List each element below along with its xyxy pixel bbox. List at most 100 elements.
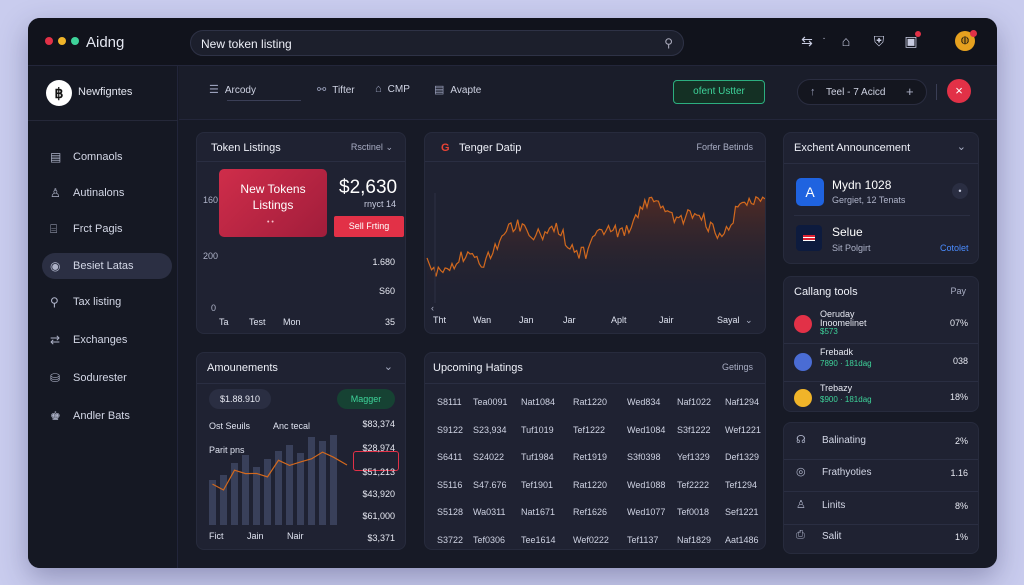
sidebar-item[interactable]: ▤ Comnaols [42,144,172,170]
upcoming-title: Upcoming Hatings [433,362,523,374]
row-divider [784,343,978,344]
announcement-title[interactable]: Selue [832,225,863,239]
tool-percent: 038 [952,356,968,366]
tool-name[interactable]: Frebadk [820,347,854,357]
sidebar-divider [28,120,178,121]
exchange-logo-icon: A [796,178,824,206]
magger-button[interactable]: Magger [337,389,395,409]
amount-label: Parit pns [209,445,245,455]
grid-cell[interactable]: S3722 [437,534,464,545]
cmp-icon: ⌂ [375,83,382,95]
amount-pill[interactable]: $1.88.910 [209,389,271,409]
green-action-button[interactable]: ofent Ustter [673,80,765,104]
grid-cell: Naf1294 [725,397,760,407]
stat-label[interactable]: Linits [822,500,846,511]
stat-label[interactable]: Balinating [822,435,866,446]
close-dot[interactable] [45,37,53,45]
chevron-down-icon[interactable]: ⌄ [383,361,393,373]
amount-value: $43,920 [362,489,395,499]
grid-cell[interactable]: S5116 [437,479,463,490]
sidebar-item[interactable]: ⇄ Exchanges [42,327,172,353]
cotolet-link[interactable]: Cotolet [940,243,969,253]
close-button[interactable]: × [947,79,971,103]
card-dots: • • [267,219,274,226]
axis-arrow-icon: ‹ [431,303,434,313]
search-bar[interactable]: ⚲ [190,30,684,56]
grid-cell: Tea0091 [473,397,508,407]
coin-icon: ◉ [50,259,61,273]
avapte-button[interactable]: ▤ Avapte [434,83,481,96]
chevron-down-icon[interactable]: ⌄ [745,315,753,325]
new-tokens-card[interactable]: New Tokens Listings • • [219,169,327,237]
grid-cell[interactable]: S9122 [437,424,464,435]
announcement-bullet[interactable]: • [952,183,968,199]
amounements-title: Amounements [207,362,278,374]
tenger-line-chart [426,193,765,303]
search-input[interactable] [201,35,641,53]
getings-label[interactable]: Getings [721,362,753,372]
token-listings-panel: Token Listings Rsctinel ⌄ 160 200 0 New … [196,132,406,334]
grid-cell[interactable]: S5128 [437,507,464,517]
time-filter-pill[interactable]: ↑ Teel - 7 Acicd + [797,79,927,105]
tool-percent: 07% [949,318,968,328]
exchange-icon: ⇄ [50,333,61,347]
amount-value: $83,374 [362,419,395,429]
stat-value: 1.16 [950,468,968,478]
sidebar-item[interactable]: ⚲ Tax listing [42,289,172,315]
grid-cell: Nat1671 [521,507,556,517]
grid-cell: Nat1084 [521,397,556,407]
amount-value: $51,213 [362,467,395,477]
grid-cell: Yef1329 [677,452,710,462]
minimize-dot[interactable] [58,37,66,45]
toolbar: ☰ Arcody ⚯ Tifter ⌂ CMP ▤ Avapte ofent Ustte… [179,66,997,120]
bar [264,459,271,525]
filter-button[interactable]: ⚯ Tifter [317,83,355,96]
grid-cell: Tee1614 [521,534,556,545]
sidebar-item[interactable]: ⛁ Sodurester [42,365,172,391]
sidebar-item[interactable]: ⌸ Frct Pagis [42,216,172,242]
cmp-button[interactable]: ⌂ CMP [375,83,410,95]
grid-cell: Sef1221 [725,507,759,517]
announcement-sub: Gergiet, 12 Tenats [832,195,906,205]
pay-label[interactable]: Pay [950,286,966,296]
grid-cell[interactable]: S6411 [437,452,463,462]
grid-cell: Tef0018 [677,507,710,517]
x-tick: Jain [247,531,264,541]
value-label: 35 [384,317,395,327]
stat-label[interactable]: Frathyoties [822,467,872,478]
panel-divider [425,161,765,162]
tool-name[interactable]: Trebazy [820,383,853,393]
token-listings-dropdown[interactable]: Rsctinel ⌄ [351,142,393,153]
tool-name[interactable]: Oeruday [820,309,855,319]
shield-icon[interactable]: ⛨ [873,33,885,49]
grid-cell: Tef1222 [573,424,606,435]
y-tick: 160 [203,195,219,205]
menu-button[interactable]: ☰ Arcody [209,83,256,96]
bell-icon: ☊ [796,434,806,446]
home-icon[interactable]: ⌂ [841,33,851,49]
profile-avatar[interactable]: ◍ [955,31,975,51]
sidebar-item[interactable]: ♚ Andler Bats [42,403,172,429]
panel-divider [197,383,405,384]
announcement-title[interactable]: Mydn 1028 [832,178,892,192]
x-tick: Jar [563,315,576,325]
y-tick: 200 [203,251,219,261]
wallet-icon[interactable]: ▣ [904,33,918,49]
grid-cell: S47.676 [473,479,507,490]
sidebar-item[interactable]: ◉ Besiet Latas [42,253,172,279]
token-price: $2,630 [339,177,398,198]
sell-button[interactable]: Sell Frting [334,216,404,237]
stat-label[interactable]: Salit [822,531,842,542]
maximize-dot[interactable] [71,37,79,45]
sidebar-item-label: Andler Bats [73,410,130,422]
tenger-area [427,196,765,303]
search-icon[interactable]: ⚲ [664,36,673,50]
chevron-down-icon[interactable]: ⌄ [956,141,966,153]
calling-tools-title: Callang tools [794,286,858,298]
grid-cell[interactable]: S8111 [437,397,462,407]
add-icon[interactable]: + [906,84,914,99]
tenger-right-label[interactable]: Forfer Betinds [696,142,753,152]
translate-icon[interactable]: ⇆ [801,33,813,49]
sidebar-item[interactable]: ♙ Autinalons [42,180,172,206]
grid-cell: Wef0222 [573,534,609,545]
